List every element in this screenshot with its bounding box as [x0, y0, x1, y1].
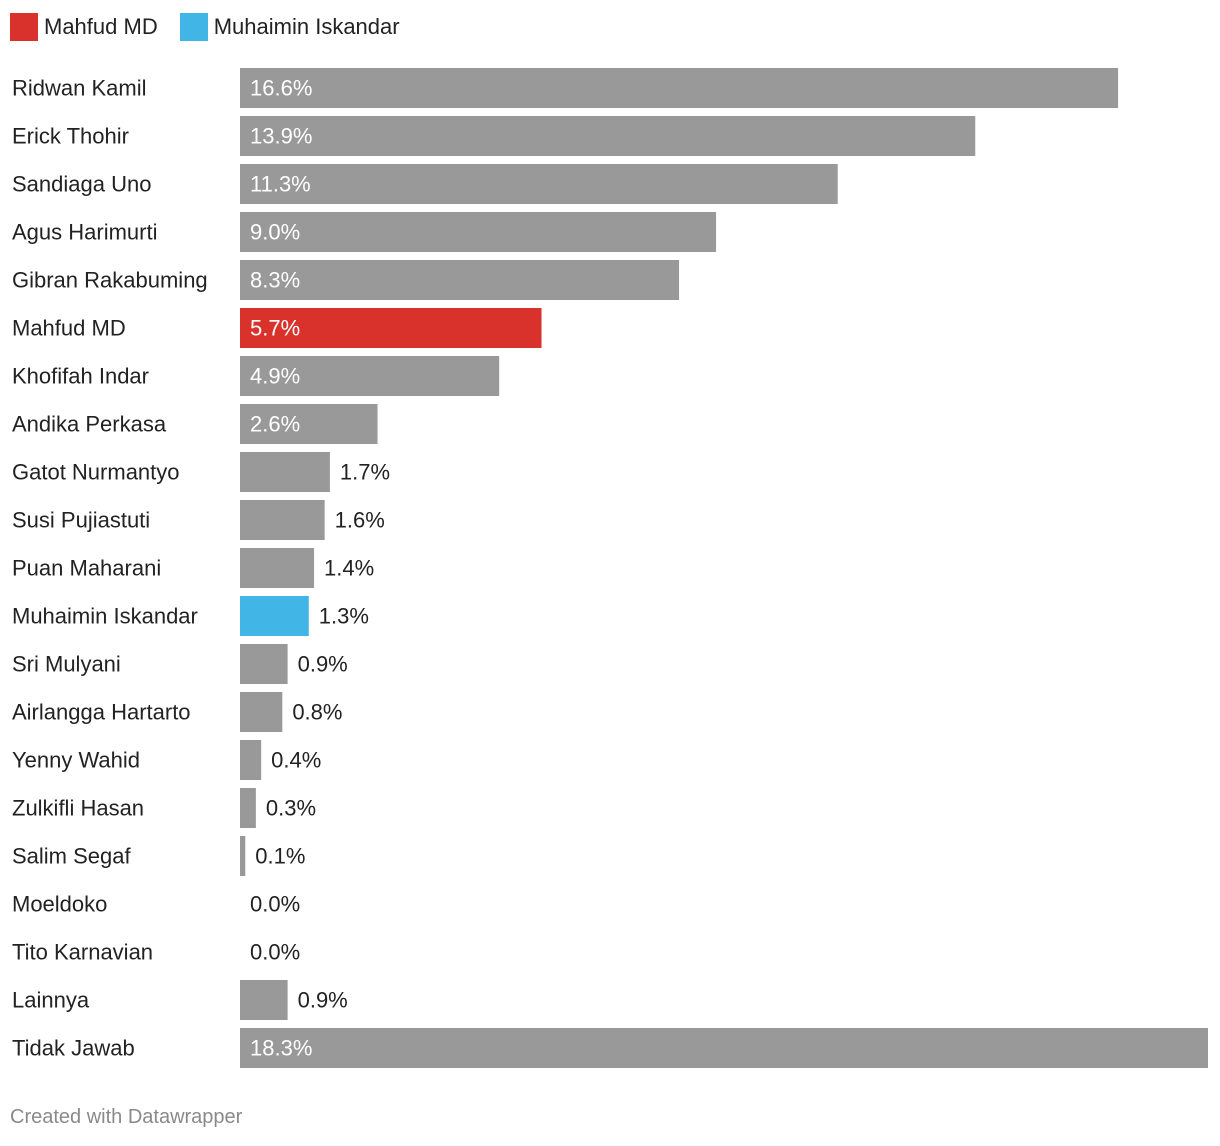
bar-mahfud-md [240, 308, 542, 348]
category-label-salim-segaf: Salim Segaf [12, 844, 132, 869]
bar-susi-pujiastuti [240, 500, 325, 540]
value-label-airlangga-hartarto: 0.8% [292, 700, 342, 725]
value-label-tito-karnavian: 0.0% [250, 940, 300, 965]
bar-gatot-nurmantyo [240, 452, 330, 492]
value-label-muhaimin-iskandar: 1.3% [319, 604, 369, 629]
category-label-airlangga-hartarto: Airlangga Hartarto [12, 700, 191, 725]
value-label-erick-thohir: 13.9% [250, 124, 312, 149]
legend: Mahfud MD Muhaimin Iskandar [10, 12, 422, 42]
value-label-moeldoko: 0.0% [250, 892, 300, 917]
bar-gibran-rakabuming [240, 260, 680, 300]
value-label-ridwan-kamil: 16.6% [250, 76, 312, 101]
category-label-sri-mulyani: Sri Mulyani [12, 652, 121, 677]
value-label-khofifah-indar: 4.9% [250, 364, 300, 389]
bar-sri-mulyani [240, 644, 288, 684]
category-label-andika-perkasa: Andika Perkasa [12, 412, 167, 437]
category-label-erick-thohir: Erick Thohir [12, 124, 129, 149]
category-label-zulkifli-hasan: Zulkifli Hasan [12, 796, 144, 821]
category-label-lainnya: Lainnya [12, 988, 90, 1013]
bar-muhaimin-iskandar [240, 596, 309, 636]
value-label-yenny-wahid: 0.4% [271, 748, 321, 773]
legend-swatch-mahfud [10, 13, 38, 41]
bar-zulkifli-hasan [240, 788, 256, 828]
value-label-agus-harimurti: 9.0% [250, 220, 300, 245]
category-label-khofifah-indar: Khofifah Indar [12, 364, 149, 389]
legend-label-muhaimin: Muhaimin Iskandar [213, 14, 400, 39]
value-label-tidak-jawab: 18.3% [250, 1036, 312, 1061]
bar-airlangga-hartarto [240, 692, 283, 732]
category-label-gibran-rakabuming: Gibran Rakabuming [12, 268, 208, 293]
category-label-tito-karnavian: Tito Karnavian [12, 940, 153, 965]
value-label-sandiaga-uno: 11.3% [250, 172, 311, 197]
category-label-sandiaga-uno: Sandiaga Uno [12, 172, 151, 197]
value-label-sri-mulyani: 0.9% [298, 652, 348, 677]
value-label-gibran-rakabuming: 8.3% [250, 268, 300, 293]
value-label-zulkifli-hasan: 0.3% [266, 796, 316, 821]
category-label-agus-harimurti: Agus Harimurti [12, 220, 157, 245]
category-label-mahfud-md: Mahfud MD [12, 316, 126, 341]
category-label-tidak-jawab: Tidak Jawab [12, 1036, 135, 1061]
bar-ridwan-kamil [240, 68, 1119, 108]
value-label-gatot-nurmantyo: 1.7% [340, 460, 390, 485]
legend-label-mahfud: Mahfud MD [44, 14, 158, 39]
bar-erick-thohir [240, 116, 976, 156]
category-label-moeldoko: Moeldoko [12, 892, 107, 917]
category-label-yenny-wahid: Yenny Wahid [12, 748, 140, 773]
bar-yenny-wahid [240, 740, 262, 780]
value-label-mahfud-md: 5.7% [250, 316, 300, 341]
bar-lainnya [240, 980, 288, 1020]
bar-agus-harimurti [240, 212, 717, 252]
value-label-susi-pujiastuti: 1.6% [335, 508, 385, 533]
bar-andika-perkasa [240, 404, 378, 444]
category-label-susi-pujiastuti: Susi Pujiastuti [12, 508, 150, 533]
bar-puan-maharani [240, 548, 315, 588]
category-label-ridwan-kamil: Ridwan Kamil [12, 76, 147, 101]
category-label-muhaimin-iskandar: Muhaimin Iskandar [12, 604, 198, 629]
legend-item-mahfud: Mahfud MD [10, 13, 158, 41]
footer-credit: Created with Datawrapper [10, 1106, 243, 1128]
bar-tidak-jawab [240, 1028, 1208, 1068]
bar-khofifah-indar [240, 356, 500, 396]
category-label-gatot-nurmantyo: Gatot Nurmantyo [12, 460, 180, 485]
value-label-lainnya: 0.9% [298, 988, 348, 1013]
category-label-puan-maharani: Puan Maharani [12, 556, 161, 581]
value-label-andika-perkasa: 2.6% [250, 412, 300, 437]
bar-sandiaga-uno [240, 164, 838, 204]
legend-item-muhaimin: Muhaimin Iskandar [179, 13, 400, 41]
value-label-salim-segaf: 0.1% [255, 844, 305, 869]
value-label-puan-maharani: 1.4% [324, 556, 374, 581]
legend-swatch-muhaimin [179, 13, 208, 41]
bar-salim-segaf [240, 836, 246, 876]
